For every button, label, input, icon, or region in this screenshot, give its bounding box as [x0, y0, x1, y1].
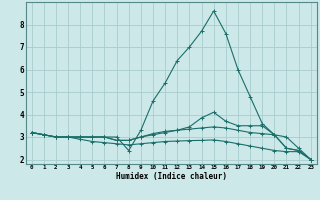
- X-axis label: Humidex (Indice chaleur): Humidex (Indice chaleur): [116, 172, 227, 181]
